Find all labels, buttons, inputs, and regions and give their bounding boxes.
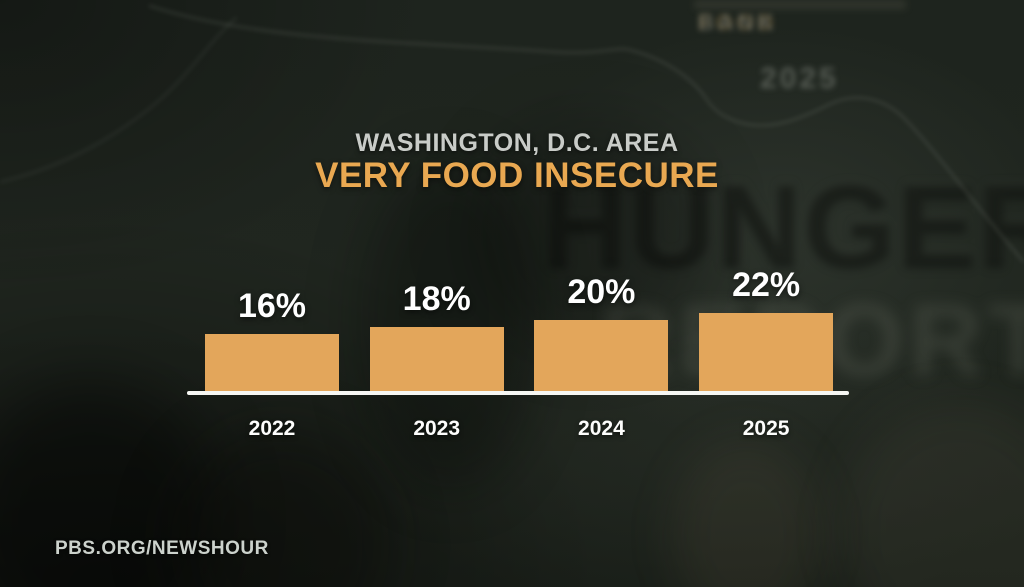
food-bank-watermark-bank: BANK	[698, 10, 778, 35]
hunger-watermark: HUNGER	[542, 160, 1024, 292]
blurred-text-strip	[694, 0, 906, 9]
bar-year-label: 2022	[248, 417, 296, 440]
blurred-silhouette	[360, 160, 540, 490]
bar	[205, 334, 339, 391]
bar	[369, 327, 504, 391]
bar-year-label: 2025	[742, 417, 790, 440]
bar	[699, 313, 834, 391]
bar-value-label: 18%	[402, 280, 471, 318]
chart-baseline	[187, 391, 849, 395]
bar-value-label: 22%	[732, 266, 801, 304]
bar-column: 22%	[699, 0, 834, 391]
chart-title: VERY FOOD INSECURE	[315, 156, 719, 195]
food-bank-watermark-food: FOOD	[698, 10, 778, 35]
bar-year-label: 2023	[413, 417, 461, 440]
bar-year-label: 2024	[578, 417, 625, 440]
bar-value-label: 20%	[567, 273, 636, 311]
bar-column: 16%	[205, 0, 339, 391]
bar-value-label: 16%	[237, 287, 307, 325]
bar-column: 20%	[534, 0, 669, 391]
chart-kicker: WASHINGTON, D.C. AREA	[355, 129, 679, 157]
report-year-watermark: 2025	[760, 62, 839, 95]
blurred-face	[672, 440, 822, 587]
source-url: PBS.ORG/NEWSHOUR	[55, 538, 269, 559]
blurred-silhouette	[470, 120, 710, 350]
bar	[534, 320, 669, 391]
bar-column: 18%	[369, 0, 504, 391]
